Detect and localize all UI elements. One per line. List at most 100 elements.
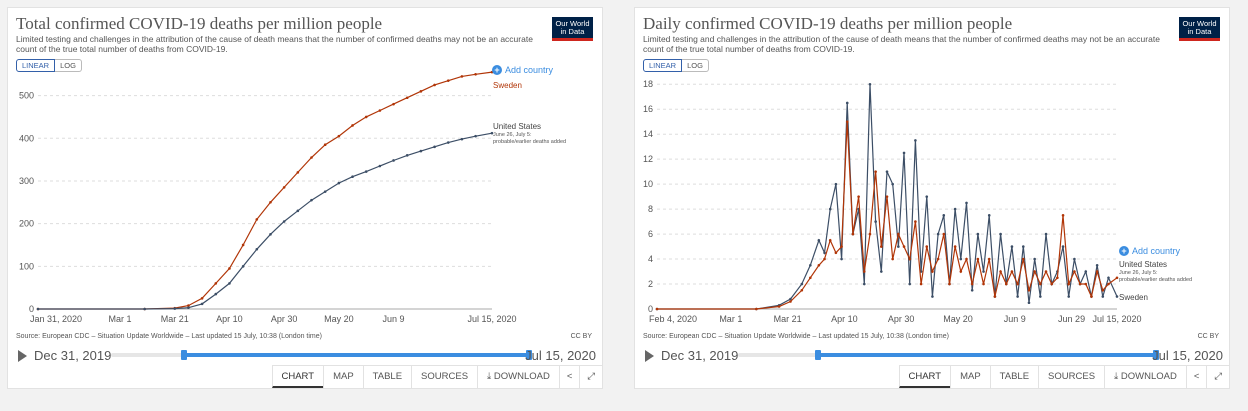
line-chart-daily: 0 2 4 6 8 10 12 14 16 18 Feb 4, 2020 Mar 1 Mar 21 Apr… xyxy=(643,79,1192,324)
tab-download[interactable]: ⤓ DOWNLOAD xyxy=(477,366,559,388)
tab-sources[interactable]: SOURCES xyxy=(1038,366,1104,388)
share-icon[interactable]: < xyxy=(558,366,580,388)
data-point xyxy=(187,304,190,307)
timeline-end-handle[interactable] xyxy=(526,350,532,360)
linear-scale-button[interactable]: LINEAR xyxy=(643,59,683,72)
x-tick-label: Jun 29 xyxy=(1058,314,1085,324)
license-text[interactable]: CC BY xyxy=(570,333,592,340)
play-icon[interactable] xyxy=(645,350,654,362)
logo-line1: Our World xyxy=(1182,19,1217,28)
chart-title: Total confirmed COVID-19 deaths per mill… xyxy=(16,14,383,33)
linear-scale-button[interactable]: LINEAR xyxy=(16,59,56,72)
data-point xyxy=(1061,214,1065,217)
data-point xyxy=(1073,257,1076,261)
series-line-united-states xyxy=(38,132,493,310)
data-point xyxy=(953,245,957,248)
series-label-sweden: Sweden xyxy=(493,81,522,90)
data-point xyxy=(1050,282,1053,286)
data-point xyxy=(241,243,245,247)
data-point xyxy=(214,282,218,285)
tab-table[interactable]: TABLE xyxy=(362,366,411,388)
timeline-range xyxy=(184,353,530,357)
data-point xyxy=(474,134,477,138)
expand-icon[interactable]: ⤢ xyxy=(579,366,602,388)
y-tick-label: 10 xyxy=(643,179,653,189)
x-tick-label: Jun 9 xyxy=(1004,314,1026,324)
data-point xyxy=(310,156,313,159)
data-point xyxy=(200,297,204,300)
data-point xyxy=(446,79,450,82)
x-tick-label: Apr 10 xyxy=(216,314,243,324)
timeline-start-handle[interactable] xyxy=(181,350,187,360)
data-point xyxy=(1033,270,1036,273)
line-chart-total: 0 100 200 300 400 500 Jan 31, 2020 Mar 1 Mar 21 A… xyxy=(19,70,566,324)
data-point xyxy=(1067,295,1071,298)
data-point xyxy=(953,207,957,211)
data-point xyxy=(1073,270,1076,273)
data-point xyxy=(36,307,40,311)
data-point xyxy=(351,124,354,127)
data-point xyxy=(1039,282,1042,286)
x-tick-label: Mar 21 xyxy=(161,314,189,324)
data-point xyxy=(1084,270,1088,273)
data-point xyxy=(655,307,659,311)
data-point xyxy=(1101,295,1105,298)
data-point xyxy=(1061,245,1065,248)
data-point xyxy=(1095,270,1099,273)
data-point xyxy=(143,307,146,311)
data-point xyxy=(433,145,436,149)
tab-download[interactable]: ⤓ DOWNLOAD xyxy=(1104,366,1186,388)
owid-logo[interactable]: Our World in Data xyxy=(1179,17,1220,41)
data-point xyxy=(862,282,866,286)
data-point xyxy=(1056,276,1059,280)
download-label: DOWNLOAD xyxy=(1120,371,1177,382)
data-point xyxy=(392,159,395,162)
tab-table[interactable]: TABLE xyxy=(989,366,1038,388)
tab-chart[interactable]: CHART xyxy=(271,366,324,388)
y-tick-label: 12 xyxy=(643,154,653,164)
plus-circle-icon: + xyxy=(1119,246,1129,256)
data-point xyxy=(777,305,781,308)
data-point xyxy=(936,257,940,261)
scale-toggle: LINEAR LOG xyxy=(16,59,82,72)
data-point xyxy=(364,170,368,173)
share-icon[interactable]: < xyxy=(1185,366,1207,388)
data-point xyxy=(880,270,883,273)
license-text[interactable]: CC BY xyxy=(1197,333,1219,340)
tab-sources[interactable]: SOURCES xyxy=(411,366,477,388)
data-point xyxy=(282,220,286,223)
chart-subtitle: Limited testing and challenges in the at… xyxy=(16,34,533,54)
annotation-line2: probable/earlier deaths added xyxy=(493,139,566,145)
data-point xyxy=(834,182,838,186)
data-point xyxy=(241,265,245,268)
tab-chart[interactable]: CHART xyxy=(898,366,951,388)
data-point xyxy=(965,257,968,261)
x-tick-label: Apr 30 xyxy=(271,314,298,324)
owid-logo[interactable]: Our World in Data xyxy=(552,17,593,41)
data-point xyxy=(310,198,313,202)
add-country-button[interactable]: + Add country xyxy=(1119,246,1180,256)
data-point xyxy=(868,82,872,86)
add-country-button[interactable]: + Add country xyxy=(492,65,553,75)
timeline-start: Dec 31, 2019 xyxy=(34,348,112,363)
play-icon[interactable] xyxy=(18,350,27,362)
x-tick-label: May 20 xyxy=(324,314,354,324)
data-point xyxy=(337,134,341,138)
data-point xyxy=(959,257,963,261)
tab-map[interactable]: MAP xyxy=(950,366,990,388)
timeline-start-handle[interactable] xyxy=(815,350,821,360)
data-point xyxy=(419,149,423,153)
tab-map[interactable]: MAP xyxy=(323,366,363,388)
data-point xyxy=(970,288,974,292)
data-point xyxy=(936,232,940,236)
log-scale-button[interactable]: LOG xyxy=(55,59,82,72)
expand-icon[interactable]: ⤢ xyxy=(1206,366,1229,388)
y-tick-label: 18 xyxy=(643,79,653,89)
timeline-end-handle[interactable] xyxy=(1153,350,1159,360)
data-point xyxy=(880,245,883,248)
y-tick-label: 300 xyxy=(19,176,34,186)
timeline: Dec 31, 2019 Jul 15, 2020 xyxy=(16,348,596,364)
log-scale-button[interactable]: LOG xyxy=(682,59,709,72)
chart-title: Daily confirmed COVID-19 deaths per mill… xyxy=(643,14,1013,33)
data-point xyxy=(1067,282,1071,286)
